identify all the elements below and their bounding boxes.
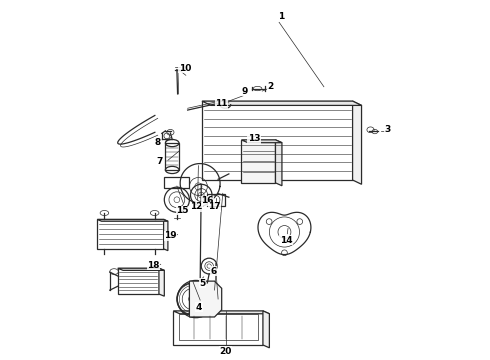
Text: 1: 1 xyxy=(278,12,284,21)
Text: 8: 8 xyxy=(154,138,160,147)
Text: 13: 13 xyxy=(248,134,260,143)
Bar xyxy=(207,194,224,206)
Text: 2: 2 xyxy=(267,82,273,91)
Text: 9: 9 xyxy=(241,86,247,95)
Text: 15: 15 xyxy=(176,206,189,215)
Polygon shape xyxy=(353,101,362,184)
Text: 7: 7 xyxy=(156,157,163,166)
Bar xyxy=(166,143,179,170)
Text: 6: 6 xyxy=(210,267,217,276)
Text: 3: 3 xyxy=(385,125,391,134)
Polygon shape xyxy=(275,140,282,186)
Text: 12: 12 xyxy=(190,202,203,211)
Text: 16: 16 xyxy=(201,196,214,205)
Polygon shape xyxy=(242,140,282,143)
Text: 11: 11 xyxy=(216,99,228,108)
Text: 20: 20 xyxy=(219,347,231,356)
Polygon shape xyxy=(159,268,164,296)
Text: 4: 4 xyxy=(196,303,202,312)
Polygon shape xyxy=(173,311,270,314)
Polygon shape xyxy=(263,311,270,348)
Polygon shape xyxy=(118,268,164,270)
Text: 19: 19 xyxy=(164,231,177,240)
Polygon shape xyxy=(190,281,221,317)
Polygon shape xyxy=(202,101,362,105)
Text: 14: 14 xyxy=(280,236,293,245)
Bar xyxy=(164,177,190,188)
Polygon shape xyxy=(164,220,168,251)
Text: 5: 5 xyxy=(199,279,206,288)
Text: 10: 10 xyxy=(178,64,191,73)
Text: 17: 17 xyxy=(208,202,221,211)
Polygon shape xyxy=(97,220,168,221)
Polygon shape xyxy=(242,140,275,183)
Bar xyxy=(179,315,258,339)
Text: 18: 18 xyxy=(147,261,160,270)
